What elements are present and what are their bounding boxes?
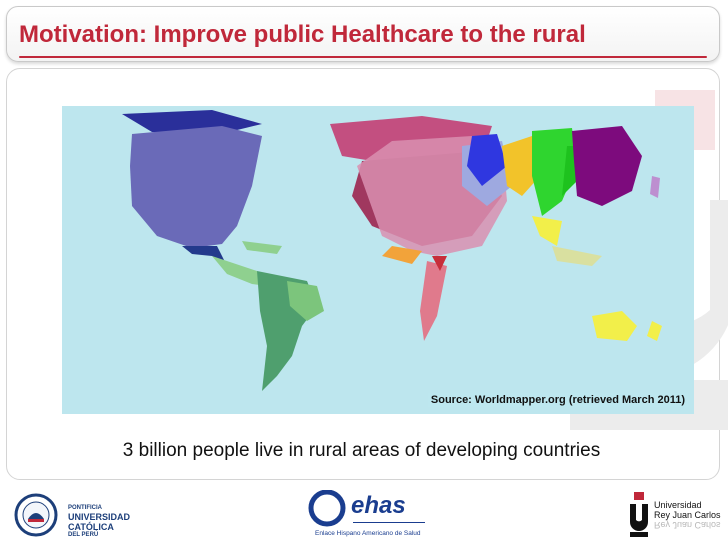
caribbean-shape xyxy=(242,241,282,254)
japan-shape xyxy=(650,176,660,198)
pucp-line-3: CATÓLICA xyxy=(68,522,114,532)
arabia-shape xyxy=(467,134,507,186)
urjc-reflection: Rey Juan Carlos xyxy=(654,520,721,530)
north-america-shape xyxy=(130,126,262,248)
pucp-seal-icon xyxy=(14,493,58,537)
australia-shape xyxy=(592,311,637,341)
mexico-shape xyxy=(182,246,227,266)
slide-caption: 3 billion people live in rural areas of … xyxy=(122,440,601,461)
china-shape xyxy=(572,126,642,206)
map-source-note: Source: Worldmapper.org (retrieved March… xyxy=(427,393,688,407)
africa-south-shape xyxy=(420,261,447,341)
urjc-line-1: Universidad xyxy=(654,500,702,510)
west-africa-shape xyxy=(382,246,422,264)
footer-logos: PONTIFICIA UNIVERSIDAD CATÓLICA DEL PERÚ… xyxy=(0,486,728,546)
pucp-line-1: PONTIFICIA xyxy=(68,505,102,511)
ehas-subtitle: Enlace Hispano Americano de Salud xyxy=(315,530,421,537)
urjc-emblem-icon xyxy=(630,492,648,537)
title-bar: Motivation: Improve public Healthcare to… xyxy=(6,6,720,62)
world-cartogram: Source: Worldmapper.org (retrieved March… xyxy=(62,106,694,414)
slide-title: Motivation: Improve public Healthcare to… xyxy=(19,21,586,48)
brazil-shape xyxy=(287,281,324,321)
pakistan-shape xyxy=(502,136,540,196)
ehas-logo: ehas Enlace Hispano Americano de Salud xyxy=(305,490,430,542)
ehas-wordmark: ehas xyxy=(351,492,406,519)
cartogram-graphic xyxy=(122,110,662,391)
indonesia-shape xyxy=(552,246,602,266)
urjc-name: Universidad Rey Juan Carlos Rey Juan Car… xyxy=(654,500,721,530)
ehas-divider xyxy=(353,522,425,523)
pucp-line-2: UNIVERSIDAD xyxy=(68,512,131,522)
pucp-logo: PONTIFICIA UNIVERSIDAD CATÓLICA DEL PERÚ xyxy=(14,491,134,539)
urjc-logo: Universidad Rey Juan Carlos Rey Juan Car… xyxy=(628,490,724,542)
india-shape xyxy=(532,128,577,216)
new-zealand-shape xyxy=(647,321,662,341)
title-underline xyxy=(19,56,707,58)
urjc-line-2: Rey Juan Carlos xyxy=(654,510,721,520)
pucp-line-4: DEL PERÚ xyxy=(68,532,99,538)
africa-horn-shape xyxy=(432,256,447,271)
central-america-shape xyxy=(212,256,267,286)
southeast-asia-shape xyxy=(532,216,562,246)
pucp-name: PONTIFICIA UNIVERSIDAD CATÓLICA DEL PERÚ xyxy=(68,505,130,539)
ehas-symbol-icon xyxy=(308,490,346,527)
